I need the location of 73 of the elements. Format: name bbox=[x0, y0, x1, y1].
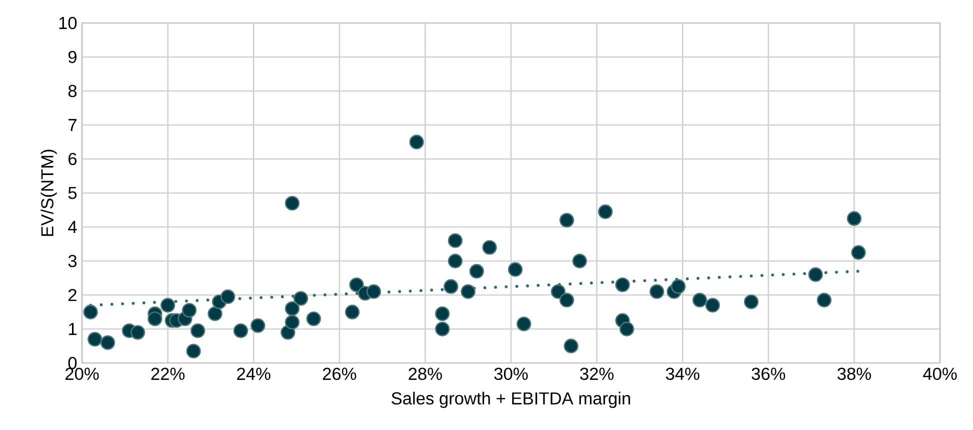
point bbox=[190, 323, 206, 338]
x-tick-label: 30% bbox=[494, 368, 528, 380]
x-tick-label: 36% bbox=[752, 368, 786, 380]
y-tick-label: 5 bbox=[68, 186, 77, 200]
point bbox=[851, 245, 866, 260]
point bbox=[306, 311, 322, 326]
y-tick-label: 9 bbox=[68, 50, 76, 64]
y-axis-title: EV/S(NTM) bbox=[40, 150, 57, 236]
point bbox=[284, 196, 300, 211]
point bbox=[233, 323, 248, 338]
point bbox=[516, 316, 532, 332]
point bbox=[148, 311, 162, 326]
point bbox=[100, 335, 116, 350]
y-tick-label: 0 bbox=[68, 356, 77, 370]
x-tick-label: 22% bbox=[151, 368, 185, 380]
point bbox=[448, 254, 463, 268]
point bbox=[284, 314, 300, 330]
y-tick-label: 6 bbox=[68, 152, 77, 166]
point bbox=[559, 292, 574, 308]
point bbox=[846, 211, 862, 226]
x-tick-label: 40% bbox=[923, 368, 957, 380]
point bbox=[366, 284, 382, 299]
point bbox=[460, 284, 476, 299]
point bbox=[435, 322, 450, 336]
point bbox=[598, 204, 613, 220]
point bbox=[344, 304, 360, 320]
point bbox=[160, 298, 176, 313]
x-tick-label: 24% bbox=[237, 368, 270, 380]
y-tick-label: 1 bbox=[68, 323, 76, 335]
point bbox=[508, 262, 523, 277]
y-tick-label: 10 bbox=[59, 16, 77, 30]
point bbox=[550, 284, 566, 299]
point bbox=[469, 264, 484, 279]
point bbox=[670, 279, 686, 294]
point bbox=[293, 291, 308, 306]
point bbox=[559, 212, 574, 228]
point bbox=[564, 338, 578, 354]
y-tick-label: 8 bbox=[68, 84, 77, 98]
point bbox=[349, 277, 364, 292]
point bbox=[130, 325, 146, 340]
x-tick-label: 34% bbox=[666, 368, 700, 380]
point bbox=[650, 284, 664, 299]
y-tick-label: 2 bbox=[68, 288, 76, 302]
y-tick-label: 4 bbox=[68, 221, 77, 233]
point bbox=[186, 344, 201, 358]
point bbox=[409, 134, 424, 150]
x-axis-title: Sales growth + EBITDA margin bbox=[392, 392, 630, 408]
point bbox=[572, 254, 587, 268]
point bbox=[182, 302, 197, 318]
point bbox=[448, 233, 463, 248]
point bbox=[220, 289, 236, 304]
y-tick-label: 3 bbox=[68, 254, 77, 268]
point bbox=[620, 322, 634, 336]
x-tick-label: 28% bbox=[408, 368, 442, 380]
point bbox=[444, 279, 458, 294]
point bbox=[250, 318, 266, 333]
point bbox=[284, 301, 300, 316]
point bbox=[88, 332, 102, 347]
point bbox=[808, 267, 823, 282]
point bbox=[816, 292, 832, 308]
x-tick-label: 26% bbox=[322, 368, 356, 380]
point bbox=[744, 294, 759, 310]
point bbox=[482, 240, 497, 255]
point bbox=[83, 304, 98, 320]
point bbox=[692, 292, 708, 308]
point bbox=[615, 277, 630, 292]
point bbox=[208, 306, 222, 322]
x-tick-label: 32% bbox=[580, 368, 614, 380]
x-tick-label: 38% bbox=[838, 368, 871, 380]
point bbox=[705, 298, 720, 313]
y-tick-label: 7 bbox=[68, 119, 76, 131]
x-tick-label: 20% bbox=[66, 368, 99, 380]
point bbox=[435, 306, 450, 322]
